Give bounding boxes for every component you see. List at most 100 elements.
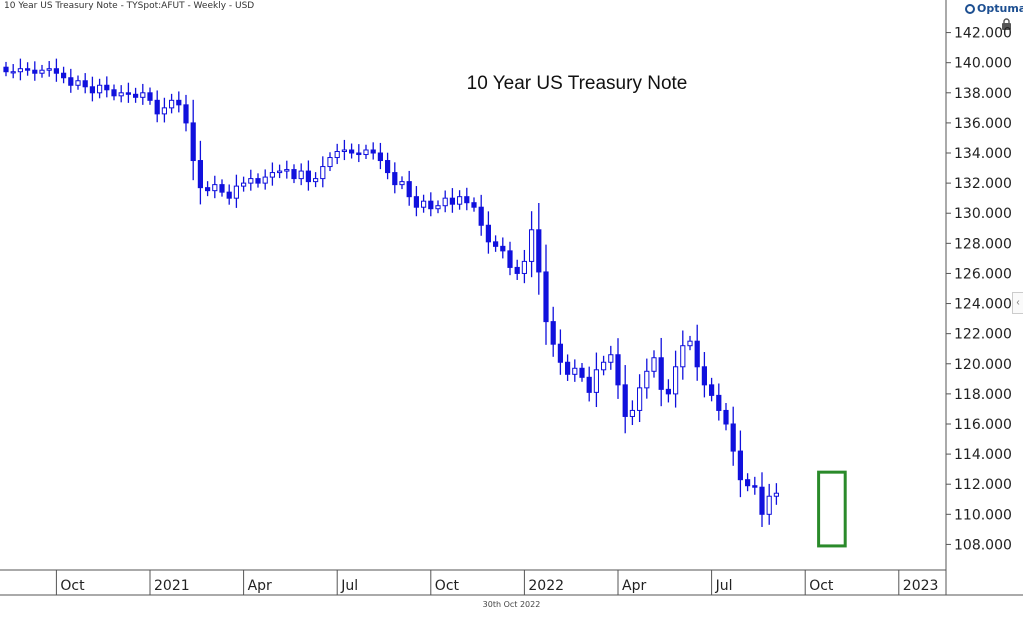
brand-name: Optuma <box>977 2 1023 15</box>
candle-body <box>557 343 563 363</box>
candle-body <box>500 245 506 252</box>
candle-body <box>377 152 383 162</box>
x-tick-label: Apr <box>248 578 272 594</box>
candle-body <box>176 99 182 106</box>
y-tick-label: 118.000 <box>954 387 1012 403</box>
candle-body <box>385 160 391 174</box>
x-tick-label: Jul <box>715 578 733 594</box>
candle-body <box>392 172 398 186</box>
candle-body <box>140 92 146 98</box>
x-tick-label: 2021 <box>154 578 190 594</box>
candle-body <box>248 178 254 184</box>
candle-body <box>341 149 347 153</box>
candle-body <box>320 166 326 180</box>
candle-body <box>61 72 67 79</box>
y-tick-label: 110.000 <box>954 507 1012 523</box>
x-tick-label: Apr <box>622 578 646 594</box>
candle-body <box>665 388 671 395</box>
y-axis: 142.000 140.000 138.000 136.000 134.000 132.0… <box>945 0 1012 595</box>
candle-body <box>161 107 168 115</box>
y-tick-label: 116.000 <box>954 417 1012 433</box>
candle-body <box>125 92 132 95</box>
chart-header: 10 Year US Treasury Note - TYSpot:AFUT -… <box>4 1 255 11</box>
candle-body <box>658 357 664 390</box>
candle-body <box>313 178 319 183</box>
candle-body <box>284 169 290 172</box>
candle-body <box>298 170 304 180</box>
y-tick-label: 114.000 <box>954 447 1012 463</box>
candle-body <box>752 485 758 488</box>
candle-body <box>521 260 527 274</box>
candle-body <box>507 250 513 268</box>
y-tick-label: 112.000 <box>954 477 1012 493</box>
y-tick-label: 138.000 <box>954 86 1012 102</box>
y-tick-label: 136.000 <box>954 116 1012 132</box>
candle-body <box>485 224 491 243</box>
candle-body <box>226 191 232 199</box>
candle-body <box>457 196 463 205</box>
candle-body <box>637 387 643 411</box>
candle-body <box>291 169 297 180</box>
y-tick-label: 142.000 <box>954 26 1012 42</box>
candle-body <box>39 69 45 74</box>
candle-body <box>406 181 412 198</box>
candle-body <box>428 200 434 210</box>
candle-body <box>651 357 657 372</box>
candle-body <box>536 229 542 273</box>
candle-body <box>593 369 599 393</box>
y-tick-label: 128.000 <box>954 236 1012 252</box>
candle-body <box>601 361 607 371</box>
chevron-left-icon[interactable]: ‹ <box>1012 292 1023 314</box>
candle-body <box>673 366 679 395</box>
candle-body <box>219 184 225 193</box>
candle-body <box>154 99 160 115</box>
candle-body <box>255 178 261 184</box>
candle-body <box>82 80 88 88</box>
footer-date: 30th Oct 2022 <box>482 600 541 609</box>
candle-body <box>46 68 52 71</box>
candle-body <box>716 394 722 411</box>
y-tick-label: 120.000 <box>954 357 1012 373</box>
candle-body <box>413 196 419 208</box>
candle-body <box>241 182 247 187</box>
lock-icon[interactable] <box>1001 18 1012 30</box>
candle-body <box>133 93 139 98</box>
candle-body <box>478 206 484 226</box>
candle-body <box>10 71 16 74</box>
x-tick-label: 2023 <box>903 578 939 594</box>
candle-body <box>442 197 448 207</box>
candle-body <box>205 187 211 192</box>
candle-body <box>565 361 571 375</box>
candle-body <box>3 66 9 73</box>
y-tick-label: 140.000 <box>954 56 1012 72</box>
candle-body <box>118 92 124 97</box>
candle-body <box>75 80 81 86</box>
candle-body <box>709 384 715 396</box>
x-tick-label: Oct <box>60 578 85 594</box>
candle-body <box>32 69 38 74</box>
candle-body <box>111 89 117 97</box>
candle-body <box>543 271 549 323</box>
y-tick-label: 108.000 <box>954 537 1012 553</box>
y-tick-label: 126.000 <box>954 266 1012 282</box>
candle-body <box>622 384 628 417</box>
candle-body <box>17 68 23 73</box>
candle-body <box>730 423 736 452</box>
candle-body <box>212 184 218 192</box>
optuma-logo-icon <box>965 3 975 14</box>
candle-body <box>97 84 103 94</box>
candle-body <box>550 321 556 345</box>
candle-body <box>190 122 196 162</box>
candle-body <box>529 229 535 262</box>
candle-body <box>449 197 455 205</box>
optuma-logo: Optuma <box>965 2 1023 15</box>
candle-body <box>68 77 74 86</box>
candle-body <box>89 86 96 94</box>
candle-body <box>262 176 268 184</box>
candle-body <box>759 486 765 515</box>
candle-body <box>53 68 59 74</box>
y-tick-label: 122.000 <box>954 327 1012 343</box>
candle-body <box>745 479 751 487</box>
candle-body <box>104 84 110 91</box>
candle-body <box>608 354 614 363</box>
